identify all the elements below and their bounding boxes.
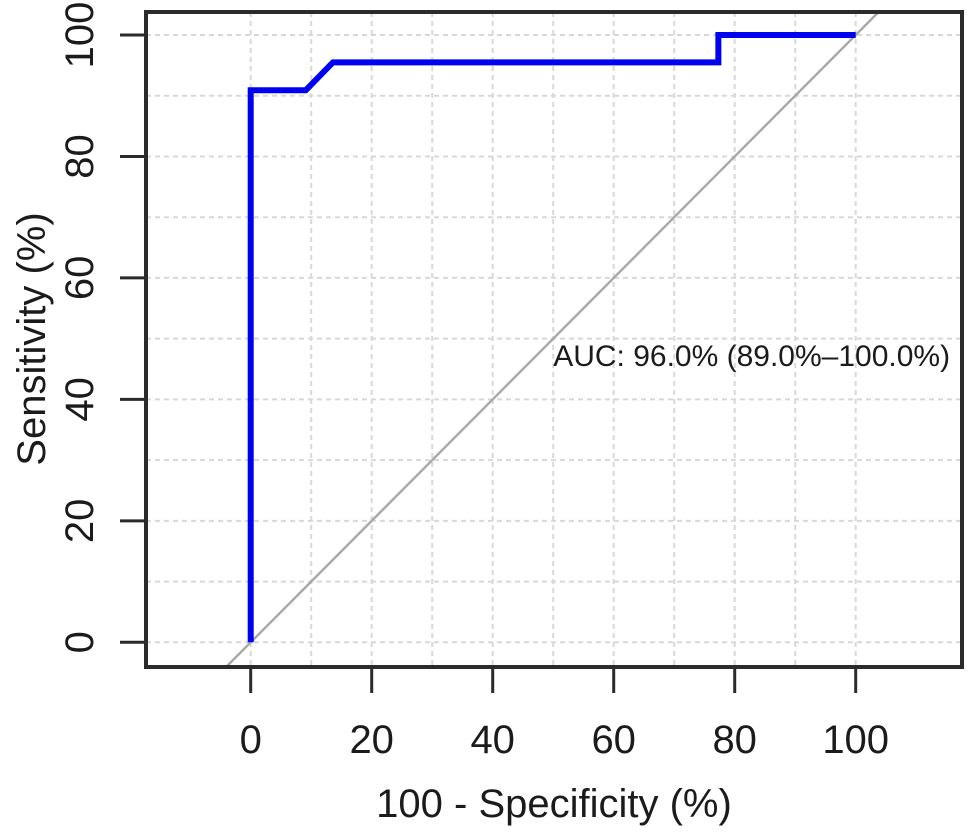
x-tick-label: 40 (470, 718, 515, 762)
x-tick-label: 100 (822, 718, 889, 762)
y-tick-label: 60 (58, 256, 102, 301)
auc-annotation: AUC: 96.0% (89.0%–100.0%) (553, 340, 950, 373)
chance-diagonal-line (225, 11, 880, 668)
x-axis-label: 100 - Specificity (%) (376, 782, 732, 826)
y-tick-label: 80 (58, 134, 102, 179)
x-tick-label: 20 (349, 718, 394, 762)
y-tick-label: 0 (58, 631, 102, 653)
y-tick-label: 100 (58, 2, 102, 69)
y-axis-label: Sensitivity (%) (10, 212, 54, 465)
x-tick-label: 60 (591, 718, 636, 762)
y-tick-label: 40 (58, 377, 102, 422)
roc-curve-line (247, 32, 856, 643)
y-tick-labels: 0 20 40 60 80 100 (58, 2, 102, 654)
x-tick-labels: 0 20 40 60 80 100 (240, 718, 890, 762)
x-tick-label: 0 (240, 718, 262, 762)
reference-diagonal (225, 11, 880, 668)
roc-series (247, 32, 856, 643)
axis-ticks (120, 33, 858, 693)
plot-area-border (144, 10, 964, 669)
y-tick-label: 20 (58, 499, 102, 544)
x-tick-label: 80 (712, 718, 757, 762)
